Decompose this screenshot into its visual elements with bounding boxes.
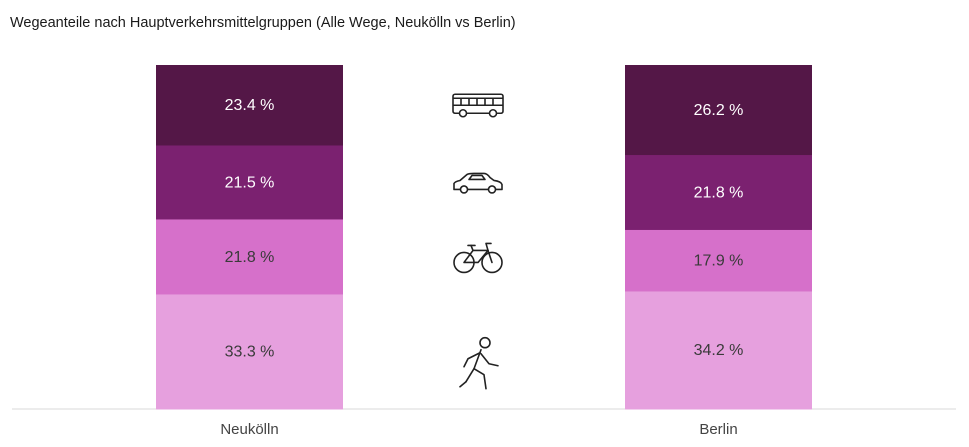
bus-icon [452, 93, 504, 118]
bar-segment-car-0 [156, 145, 343, 220]
car-icon [453, 172, 503, 194]
bar-segment-bicycle-1 [625, 229, 812, 292]
chart-title: Wegeanteile nach Hauptverkehrsmittelgrup… [10, 15, 516, 31]
data-label: 34.2 % [694, 342, 744, 359]
data-label: 21.5 % [225, 174, 275, 191]
bar-segment-bus-1 [625, 65, 812, 156]
bar-segment-pedestrian-0 [156, 294, 343, 410]
bicycle-icon [453, 242, 503, 274]
data-label: 26.2 % [694, 102, 744, 119]
category-label: Berlin [699, 421, 737, 438]
data-label: 21.8 % [225, 249, 275, 266]
bar-segment-pedestrian-1 [625, 291, 812, 410]
category-label: Neukölln [220, 421, 278, 438]
data-label: 23.4 % [225, 97, 275, 114]
bar-segment-car-1 [625, 155, 812, 231]
bar-segment-bicycle-0 [156, 219, 343, 295]
data-label: 17.9 % [694, 253, 744, 270]
data-label: 33.3 % [225, 344, 275, 361]
pedestrian-icon [459, 336, 499, 390]
data-label: 21.8 % [694, 184, 744, 201]
bar-segment-bus-0 [156, 65, 343, 146]
